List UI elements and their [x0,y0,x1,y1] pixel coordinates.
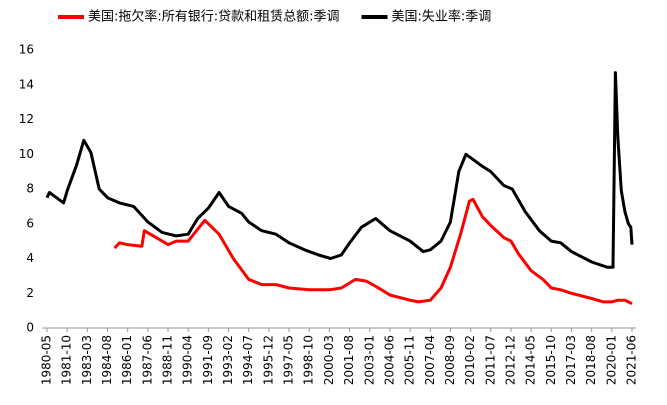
x-tick-label: 1980-05 [40,335,54,385]
y-tick-label: 12 [19,112,34,126]
x-tick-label: 2020-01 [604,335,618,385]
y-tick-label: 2 [26,286,34,300]
x-tick-label: 1993-02 [221,335,235,385]
legend-label: 美国:拖欠率:所有银行:贷款和租赁总额:季调 [88,9,340,25]
y-tick-label: 6 [26,216,34,230]
x-tick-label: 1984-08 [100,335,114,385]
x-tick-label: 1995-12 [261,335,275,385]
x-tick-label: 2017-03 [564,335,578,385]
x-tick-label: 1983-03 [80,335,94,385]
x-tick-label: 2004-06 [382,335,396,385]
x-tick-label: 1994-07 [241,335,255,385]
x-tick-label: 2012-12 [503,335,517,385]
x-tick-label: 1981-10 [60,335,74,385]
x-tick-label: 1988-11 [161,335,175,385]
x-tick-label: 2021-06 [625,335,639,385]
x-tick-label: 2001-08 [342,335,356,385]
y-tick-label: 4 [26,251,34,265]
x-tick-label: 2003-01 [362,335,376,385]
y-tick-label: 16 [19,43,34,57]
series-line [113,197,633,306]
x-tick-label: 2000-03 [322,335,336,385]
x-tick-label: 2018-08 [584,335,598,385]
x-tick-label: 1991-09 [201,335,215,385]
x-tick-label: 1990-04 [181,335,195,385]
y-tick-label: 8 [26,182,34,196]
x-tick-label: 2014-05 [524,335,538,385]
legend-label: 美国:失业率:季调 [392,9,492,25]
y-tick-label: 14 [19,77,34,91]
x-tick-label: 1987-06 [140,335,154,385]
x-tick-label: 1997-05 [282,335,296,385]
x-tick-label: 2011-07 [483,335,497,385]
x-tick-label: 2008-09 [443,335,457,385]
x-tick-label: 1998-10 [302,335,316,385]
x-tick-label: 2015-10 [544,335,558,385]
y-tick-label: 10 [19,147,34,161]
x-tick-label: 2007-04 [423,335,437,385]
x-tick-label: 2010-02 [463,335,477,385]
series-line [45,71,634,269]
x-tick-label: 2005-11 [403,335,417,385]
x-tick-label: 1986-01 [120,335,134,385]
y-tick-label: 0 [26,321,34,335]
